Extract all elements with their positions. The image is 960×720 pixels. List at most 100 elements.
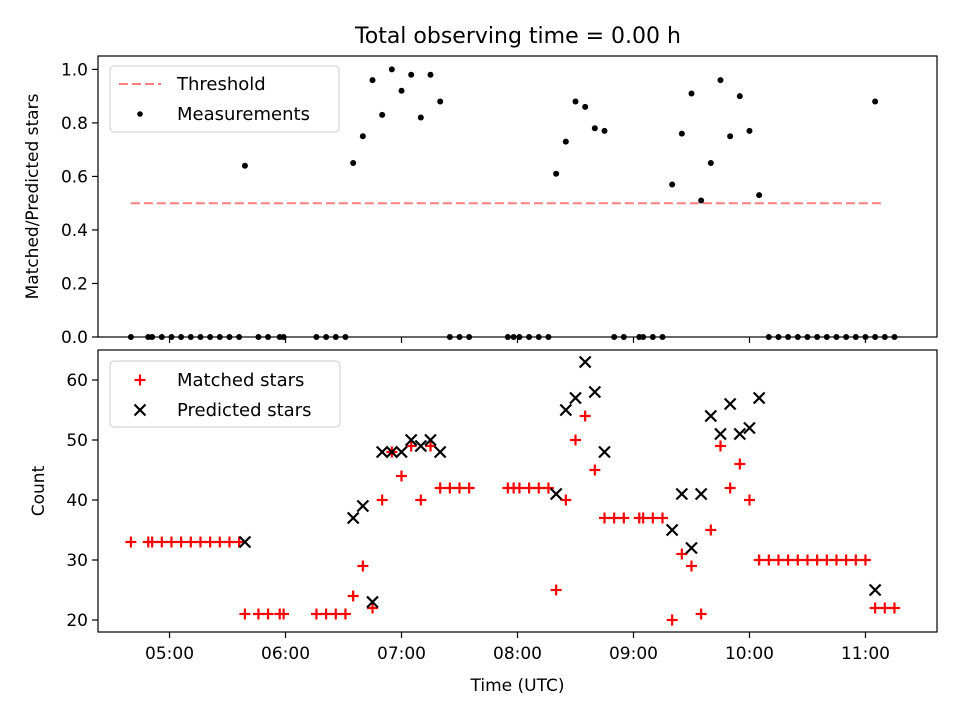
measurement-point	[408, 71, 415, 78]
count-y-tick-label: 30	[66, 551, 88, 571]
ratio-legend: Threshold Measurements	[109, 65, 340, 133]
matched-star-point	[753, 554, 765, 566]
matched-star-point	[840, 554, 852, 566]
count-x-tick-label: 11:00	[841, 644, 890, 664]
matched-legend-marker	[134, 374, 146, 386]
count-y-tick-label: 60	[66, 371, 88, 391]
matched-star-point	[396, 470, 408, 482]
matched-star-point	[454, 482, 466, 494]
count-y-ticks: 20 30 40 50 60	[66, 371, 98, 631]
matched-star-point	[214, 536, 226, 548]
matched-star-point	[425, 440, 437, 452]
matched-star-point	[239, 608, 251, 620]
matched-star-point	[405, 440, 417, 452]
predicted-star-point	[356, 499, 370, 513]
matched-star-point	[656, 512, 668, 524]
measurement-point	[417, 114, 424, 121]
predicted-star-point	[694, 487, 708, 501]
measurements-legend-swatch	[137, 111, 143, 117]
matched-star-point	[801, 554, 813, 566]
matched-star-point	[676, 548, 688, 560]
matched-star-point	[278, 608, 290, 620]
matched-star-point	[666, 614, 678, 626]
matched-star-point	[175, 536, 187, 548]
matched-star-point	[223, 536, 235, 548]
matched-star-point	[513, 482, 525, 494]
predicted-star-point	[375, 445, 389, 459]
matched-star-point	[647, 512, 659, 524]
predicted-star-point	[868, 583, 882, 597]
matched-star-point	[125, 536, 137, 548]
matched-star-point	[560, 494, 572, 506]
measurement-point	[872, 98, 879, 105]
matched-star-point	[782, 554, 794, 566]
predicted-star-point	[752, 391, 766, 405]
matched-star-point	[869, 602, 881, 614]
matched-star-point	[879, 602, 891, 614]
count-x-tick-label: 08:00	[493, 644, 542, 664]
measurement-point	[736, 93, 743, 100]
predicted-stars-series	[238, 355, 882, 609]
predicted-star-point	[569, 391, 582, 405]
matched-star-point	[146, 536, 158, 548]
measurement-point	[669, 181, 676, 188]
matched-star-point	[734, 458, 746, 470]
measurement-point	[746, 127, 753, 134]
count-y-tick-label: 50	[66, 431, 88, 451]
matched-star-point	[339, 608, 351, 620]
matched-star-point	[598, 512, 610, 524]
predicted-star-point	[414, 439, 428, 453]
matched-star-point	[714, 440, 726, 452]
measurement-point	[437, 98, 444, 105]
matched-star-point	[434, 482, 446, 494]
predicted-star-point	[704, 409, 718, 423]
matched-star-point	[550, 584, 562, 596]
ratio-y-ticks: 0.0 0.2 0.4 0.6 0.8 1.0	[61, 60, 98, 348]
count-y-axis-label: Count	[29, 465, 49, 516]
ratio-y-tick-label: 0.8	[61, 114, 88, 134]
measurement-point	[717, 77, 724, 84]
measurement-point	[241, 162, 248, 169]
matched-star-point	[444, 482, 456, 494]
matched-star-point	[156, 536, 168, 548]
matched-star-point	[685, 560, 697, 572]
predicted-star-point	[404, 433, 418, 447]
matched-star-point	[252, 608, 264, 620]
predicted-legend-swatch	[133, 403, 147, 417]
matched-star-point	[763, 554, 775, 566]
measurement-point	[688, 90, 695, 97]
matched-star-point	[792, 554, 804, 566]
measurements-legend-label: Measurements	[177, 104, 310, 125]
measurement-point	[756, 192, 763, 199]
measurement-point	[591, 125, 598, 132]
measurement-point	[398, 87, 405, 94]
measurement-point	[350, 160, 357, 167]
predicted-star-point	[385, 445, 399, 459]
count-y-tick-label: 40	[66, 491, 88, 511]
matched-star-point	[724, 482, 736, 494]
matched-star-point	[165, 536, 177, 548]
predicted-star-point	[598, 445, 611, 459]
matched-star-point	[705, 524, 717, 536]
predicted-star-point	[714, 427, 727, 441]
predicted-star-point	[578, 355, 592, 369]
measurement-point	[698, 197, 705, 204]
measurement-point	[601, 127, 608, 134]
matched-star-point	[859, 554, 871, 566]
matched-star-point	[347, 590, 359, 602]
matched-star-point	[533, 482, 545, 494]
predicted-star-point	[549, 487, 563, 501]
predicted-star-point	[743, 421, 756, 435]
matched-star-point	[589, 464, 601, 476]
matched-stars-series	[125, 410, 900, 626]
ratio-y-tick-label: 1.0	[61, 60, 88, 80]
matched-star-point	[772, 554, 784, 566]
matched-star-point	[811, 554, 823, 566]
predicted-star-point	[366, 595, 379, 609]
measurement-point	[359, 133, 366, 140]
measurement-point	[553, 170, 560, 177]
predicted-star-point	[733, 427, 747, 441]
x-axis-label: Time (UTC)	[470, 676, 565, 696]
count-axes-frame	[97, 349, 938, 633]
matched-star-point	[523, 482, 535, 494]
